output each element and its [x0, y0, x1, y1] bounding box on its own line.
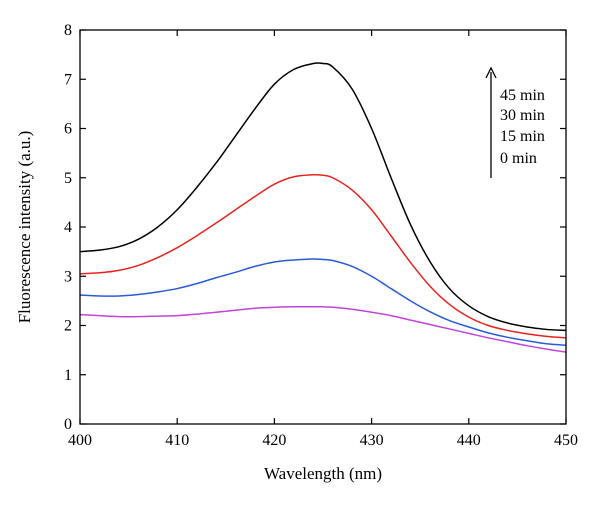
y-tick-label: 0 [64, 416, 72, 433]
y-tick-label: 2 [64, 318, 72, 335]
x-tick-label: 450 [554, 432, 578, 449]
y-tick-label: 4 [64, 219, 72, 236]
trend-arrow-head-icon [485, 66, 497, 79]
series-lines [79, 62, 567, 353]
y-tick-label: 6 [64, 121, 72, 138]
legend-entry-45-min: 45 min [500, 87, 545, 104]
legend: 45 min 30 min 15 min 0 min [485, 66, 545, 178]
series-line-45-min [79, 62, 567, 332]
legend-entry-30-min: 30 min [500, 107, 545, 124]
legend-entry-15-min: 15 min [500, 128, 545, 145]
x-tick-label: 420 [262, 432, 286, 449]
x-tick-label: 400 [68, 432, 92, 449]
y-tick-label: 8 [64, 22, 72, 39]
y-tick-label: 1 [64, 367, 72, 384]
x-tick-label: 410 [165, 432, 189, 449]
series-line-15-min [79, 258, 567, 346]
legend-entry-0-min: 0 min [500, 150, 537, 167]
plot-frame [79, 29, 567, 425]
y-tick-label: 3 [64, 268, 72, 285]
x-tick-label: 430 [360, 432, 384, 449]
y-tick-label: 5 [64, 170, 72, 187]
series-line-30-min [79, 173, 567, 339]
x-tick-label: 440 [457, 432, 481, 449]
x-axis-title: Wavelength (nm) [264, 464, 382, 483]
series-line-0-min [79, 306, 567, 353]
y-tick-label: 7 [64, 71, 72, 88]
y-axis-title: Fluorescence intensity (a.u.) [15, 131, 34, 324]
